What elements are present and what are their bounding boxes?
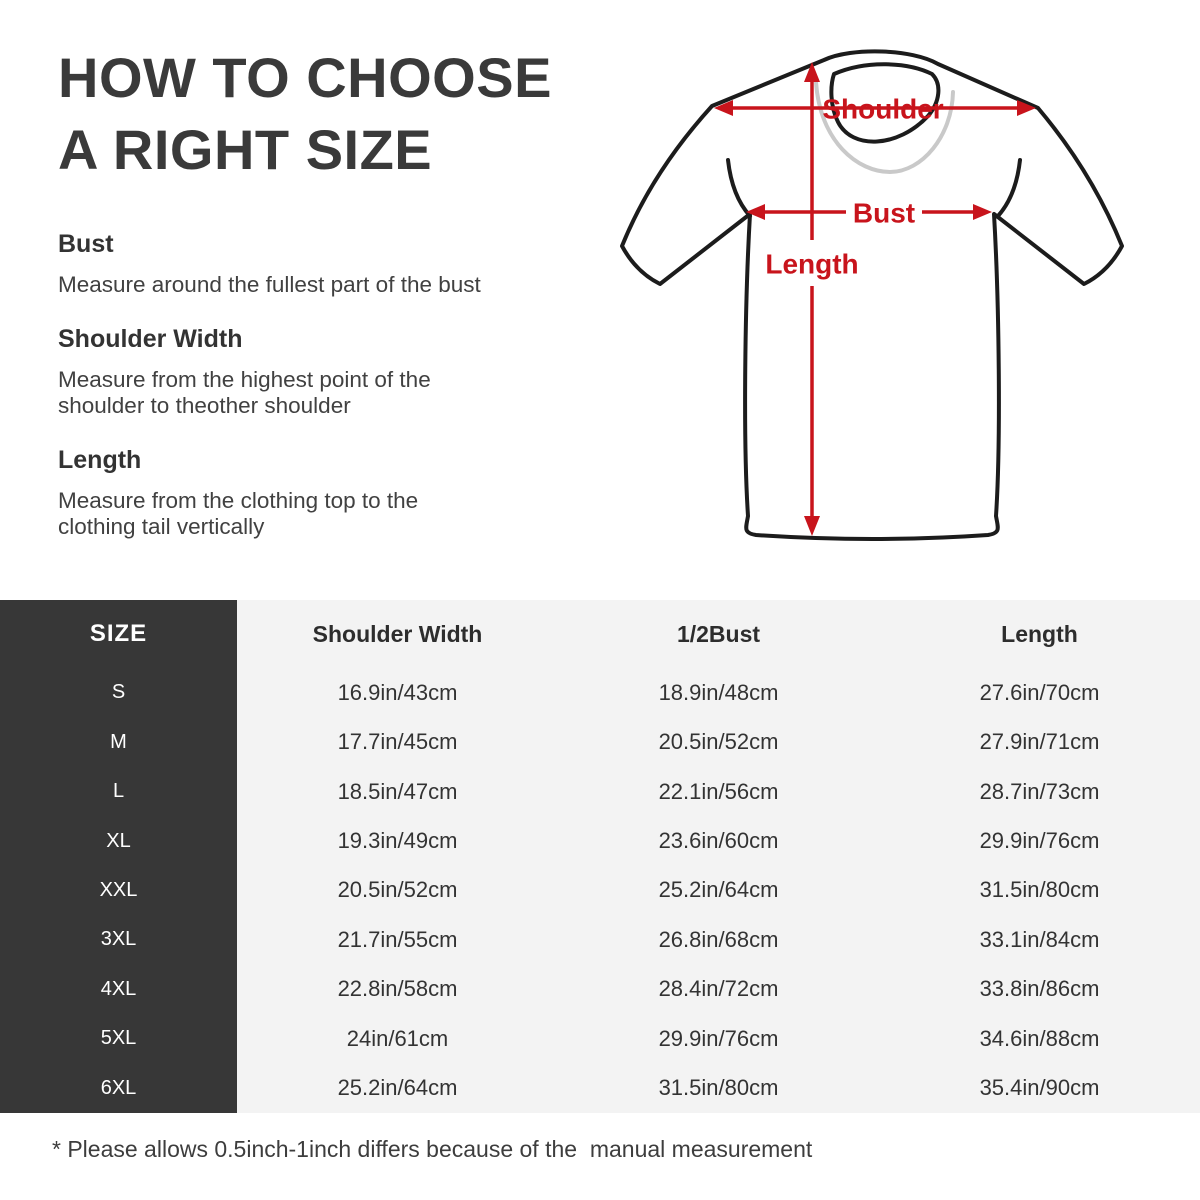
bust-measure-arrow (746, 204, 992, 220)
table-cell: 31.5in/80cm (558, 1063, 879, 1113)
shoulder-arrow-label: Shoulder (822, 94, 943, 125)
column-header-length: Length (879, 600, 1200, 668)
size-chart-table: SIZE Shoulder Width 1/2Bust Length S 16.… (0, 600, 1200, 1113)
table-cell: 31.5in/80cm (879, 865, 1200, 916)
page-title-line2: A RIGHT SIZE (58, 118, 433, 181)
table-cell: 25.2in/64cm (558, 865, 879, 916)
size-row-label: L (0, 766, 237, 817)
right-underarm-crease (996, 158, 1022, 218)
table-cell: 35.4in/90cm (879, 1063, 1200, 1113)
length-arrow-label: Length (765, 249, 858, 280)
table-cell: 22.1in/56cm (558, 766, 879, 817)
guide-section-bust: Bust Measure around the fullest part of … (58, 230, 558, 298)
table-cell: 29.9in/76cm (558, 1014, 879, 1064)
column-header-shoulder-width: Shoulder Width (237, 600, 558, 668)
guide-text-line: Measure around the fullest part of the b… (58, 272, 481, 297)
table-cell: 17.7in/45cm (237, 717, 558, 767)
table-cell: 27.6in/70cm (879, 668, 1200, 718)
table-cell: 20.5in/52cm (237, 865, 558, 916)
page-title-line1: HOW TO CHOOSE (58, 46, 552, 109)
page-title: HOW TO CHOOSE A RIGHT SIZE (58, 42, 552, 186)
table-cell: 20.5in/52cm (558, 717, 879, 767)
table-cell: 19.3in/49cm (237, 816, 558, 866)
collar-shadow (814, 80, 955, 175)
table-cell: 33.8in/86cm (879, 964, 1200, 1015)
guide-heading: Shoulder Width (58, 325, 243, 353)
guide-heading: Bust (58, 230, 114, 258)
guide-text-line: shoulder to theother shoulder (58, 393, 351, 418)
left-underarm-crease (726, 158, 752, 218)
size-row-label: XXL (0, 865, 237, 916)
table-cell: 24in/61cm (237, 1014, 558, 1064)
measurement-guide: Bust Measure around the fullest part of … (58, 230, 558, 567)
size-row-label: 4XL (0, 964, 237, 1015)
guide-text-line: clothing tail vertically (58, 514, 265, 539)
size-row-label: S (0, 668, 237, 718)
guide-section-length: Length Measure from the clothing top to … (58, 446, 558, 540)
guide-heading: Length (58, 446, 142, 474)
table-cell: 26.8in/68cm (558, 915, 879, 965)
size-row-label: 3XL (0, 915, 237, 965)
length-measure-arrow (804, 62, 820, 536)
column-header-half-bust: 1/2Bust (558, 600, 879, 668)
size-row-label: 6XL (0, 1063, 237, 1113)
size-row-label: XL (0, 816, 237, 866)
table-cell: 16.9in/43cm (237, 668, 558, 718)
size-row-label: 5XL (0, 1014, 237, 1064)
guide-text-line: Measure from the clothing top to the (58, 488, 419, 513)
table-cell: 27.9in/71cm (879, 717, 1200, 767)
size-column-header: SIZE (0, 600, 237, 668)
guide-text-line: Measure from the highest point of the (58, 367, 431, 392)
table-cell: 34.6in/88cm (879, 1014, 1200, 1064)
bust-arrow-label: Bust (853, 198, 915, 229)
tshirt-measurement-diagram: Shoulder Bust Length (620, 49, 1124, 541)
table-cell: 23.6in/60cm (558, 816, 879, 866)
measurement-disclaimer: * Please allows 0.5inch-1inch differs be… (52, 1136, 813, 1162)
table-cell: 25.2in/64cm (237, 1063, 558, 1113)
tshirt-outline (620, 49, 1124, 541)
table-cell: 28.4in/72cm (558, 964, 879, 1015)
shoulder-measure-arrow (714, 100, 1036, 116)
table-cell: 28.7in/73cm (879, 766, 1200, 817)
size-row-label: M (0, 717, 237, 767)
table-cell: 18.5in/47cm (237, 766, 558, 817)
collar-opening (829, 62, 941, 144)
table-cell: 22.8in/58cm (237, 964, 558, 1015)
table-cell: 29.9in/76cm (879, 816, 1200, 866)
guide-section-shoulder-width: Shoulder Width Measure from the highest … (58, 325, 558, 419)
table-cell: 18.9in/48cm (558, 668, 879, 718)
table-cell: 33.1in/84cm (879, 915, 1200, 965)
table-cell: 21.7in/55cm (237, 915, 558, 965)
